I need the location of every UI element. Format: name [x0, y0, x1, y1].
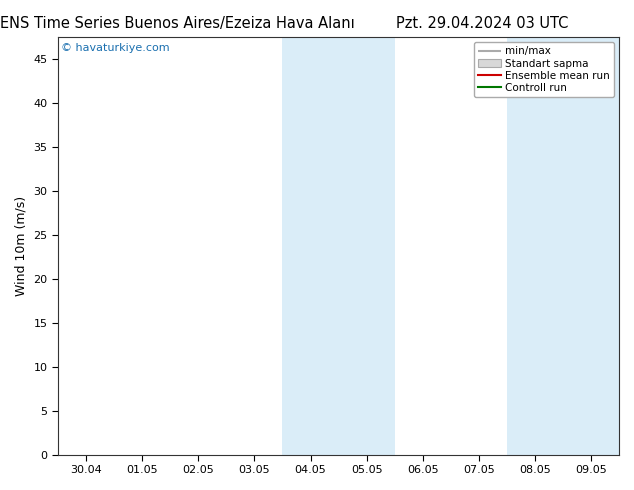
- Bar: [283, 37, 339, 455]
- Bar: [507, 37, 563, 455]
- Text: Pzt. 29.04.2024 03 UTC: Pzt. 29.04.2024 03 UTC: [396, 16, 568, 31]
- Legend: min/max, Standart sapma, Ensemble mean run, Controll run: min/max, Standart sapma, Ensemble mean r…: [474, 42, 614, 97]
- Y-axis label: Wind 10m (m/s): Wind 10m (m/s): [15, 196, 28, 296]
- Text: © havaturkiye.com: © havaturkiye.com: [61, 43, 169, 53]
- Text: ENS Time Series Buenos Aires/Ezeiza Hava Alanı: ENS Time Series Buenos Aires/Ezeiza Hava…: [0, 16, 355, 31]
- Bar: [339, 37, 394, 455]
- Bar: [563, 37, 619, 455]
